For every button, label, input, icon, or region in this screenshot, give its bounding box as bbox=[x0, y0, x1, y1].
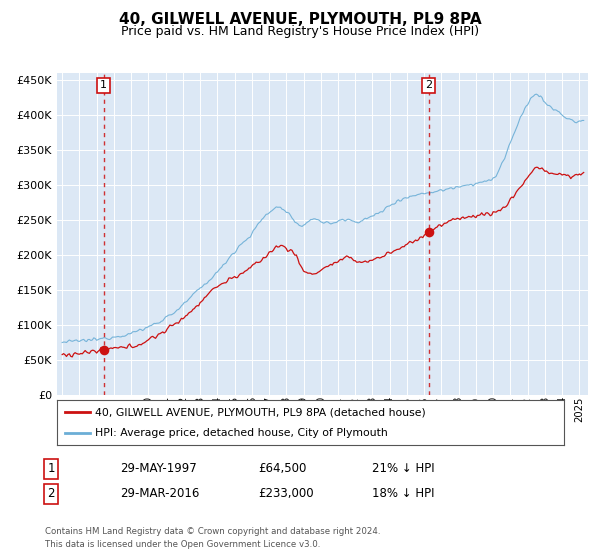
Point bbox=[99, 345, 109, 354]
Text: 1: 1 bbox=[47, 462, 55, 475]
Text: Price paid vs. HM Land Registry's House Price Index (HPI): Price paid vs. HM Land Registry's House … bbox=[121, 25, 479, 38]
Text: HPI: Average price, detached house, City of Plymouth: HPI: Average price, detached house, City… bbox=[95, 428, 388, 438]
Text: This data is licensed under the Open Government Licence v3.0.: This data is licensed under the Open Gov… bbox=[45, 540, 320, 549]
Text: 40, GILWELL AVENUE, PLYMOUTH, PL9 8PA: 40, GILWELL AVENUE, PLYMOUTH, PL9 8PA bbox=[119, 12, 481, 27]
Text: 40, GILWELL AVENUE, PLYMOUTH, PL9 8PA (detached house): 40, GILWELL AVENUE, PLYMOUTH, PL9 8PA (d… bbox=[95, 408, 426, 418]
Text: 2: 2 bbox=[47, 487, 55, 501]
Text: 2: 2 bbox=[425, 81, 432, 90]
Text: £233,000: £233,000 bbox=[258, 487, 314, 501]
Text: 21% ↓ HPI: 21% ↓ HPI bbox=[372, 462, 434, 475]
Text: 29-MAY-1997: 29-MAY-1997 bbox=[120, 462, 197, 475]
Text: 1: 1 bbox=[100, 81, 107, 90]
Text: 18% ↓ HPI: 18% ↓ HPI bbox=[372, 487, 434, 501]
Text: 29-MAR-2016: 29-MAR-2016 bbox=[120, 487, 199, 501]
Text: £64,500: £64,500 bbox=[258, 462, 307, 475]
Text: Contains HM Land Registry data © Crown copyright and database right 2024.: Contains HM Land Registry data © Crown c… bbox=[45, 528, 380, 536]
Point bbox=[424, 227, 433, 236]
